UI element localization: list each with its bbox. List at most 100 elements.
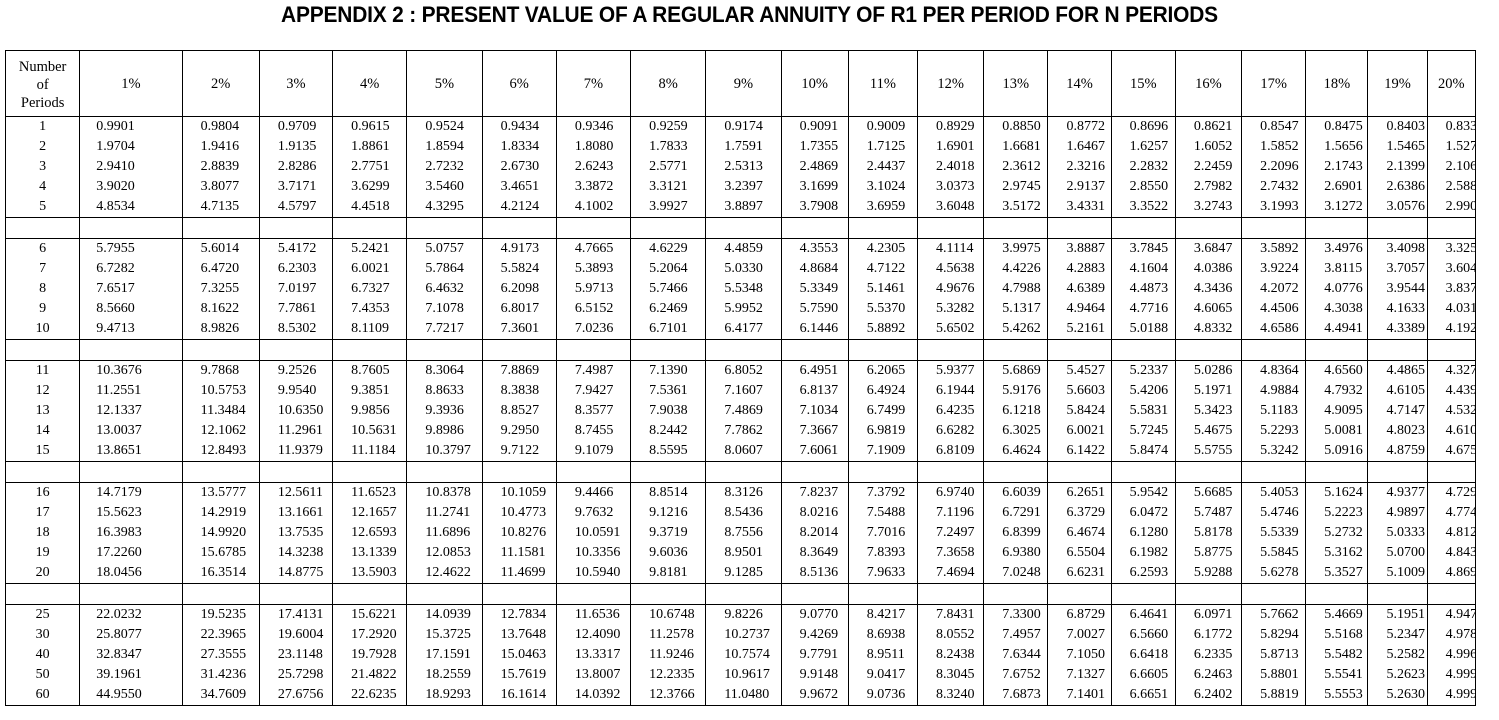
period-cell: 12 <box>4 381 81 401</box>
value-cell: 5.0700 <box>1367 543 1428 563</box>
value-cell: 8.2014 <box>780 523 849 543</box>
value-cell: 9.7868 <box>181 360 260 381</box>
value-cell: 2.1743 <box>1305 157 1369 177</box>
value-cell: 5.1461 <box>847 279 919 299</box>
rate-column-header: 7% <box>555 50 632 117</box>
spacer-cell <box>1367 461 1428 483</box>
value-cell: 11.1581 <box>481 543 557 563</box>
value-cell: 1.8861 <box>332 137 408 157</box>
value-cell: 1.5465 <box>1367 137 1428 157</box>
value-cell: 8.0216 <box>780 503 849 523</box>
spacer-cell <box>332 461 408 483</box>
value-cell: 5.9176 <box>983 381 1049 401</box>
spacer-cell <box>1426 217 1477 239</box>
rate-column-header: 20% <box>1426 50 1477 117</box>
spacer-cell <box>1174 217 1243 239</box>
period-cell: 9 <box>4 299 81 319</box>
value-cell: 3.9927 <box>630 197 707 218</box>
spacer-cell <box>917 217 985 239</box>
value-cell: 1.9135 <box>258 137 334 157</box>
value-cell: 2.3612 <box>983 157 1049 177</box>
value-cell: 1.7355 <box>780 137 849 157</box>
table-row: 30 25.8077 22.3965 19.6004 17.2920 15.3725 13.… <box>4 625 1477 645</box>
spacer-cell <box>780 339 849 361</box>
period-cell: 60 <box>4 685 81 706</box>
value-cell: 13.1661 <box>258 503 334 523</box>
spacer-cell <box>4 583 81 605</box>
spacer-cell <box>258 461 334 483</box>
value-cell: 4.2883 <box>1047 259 1112 279</box>
spacer-cell <box>258 583 334 605</box>
spacer-cell <box>1305 583 1369 605</box>
table-row: 12 11.2551 10.5753 9.9540 9.3851 8.8633 8.3838… <box>4 381 1477 401</box>
value-cell: 4.4873 <box>1110 279 1176 299</box>
value-cell: 3.8887 <box>1047 238 1112 259</box>
period-cell: 20 <box>4 563 81 584</box>
value-cell: 11.6896 <box>406 523 483 543</box>
value-cell: 39.1961 <box>79 665 183 685</box>
value-cell: 13.5903 <box>332 563 408 584</box>
period-cell: 18 <box>4 523 81 543</box>
value-cell: 6.5504 <box>1047 543 1112 563</box>
value-cell: 5.0081 <box>1305 421 1369 441</box>
value-cell: 9.4269 <box>780 625 849 645</box>
value-cell: 5.5370 <box>847 299 919 319</box>
value-cell: 5.0286 <box>1174 360 1243 381</box>
value-cell: 5.2582 <box>1367 645 1428 665</box>
value-cell: 4.8435 <box>1426 543 1477 563</box>
value-cell: 4.1633 <box>1367 299 1428 319</box>
value-cell: 5.4172 <box>258 238 334 259</box>
table-row: 15 13.8651 12.8493 11.9379 11.1184 10.3797 9.7… <box>4 441 1477 462</box>
value-cell: 12.5611 <box>258 482 334 503</box>
value-cell: 9.7122 <box>481 441 557 462</box>
value-cell: 11.2961 <box>258 421 334 441</box>
value-cell: 2.9137 <box>1047 177 1112 197</box>
spacer-cell <box>1367 217 1428 239</box>
value-cell: 6.3025 <box>983 421 1049 441</box>
spacer-cell <box>332 583 408 605</box>
spacer-cell <box>4 461 81 483</box>
value-cell: 6.7499 <box>847 401 919 421</box>
value-cell: 4.7135 <box>181 197 260 218</box>
value-cell: 5.6685 <box>1174 482 1243 503</box>
value-cell: 7.1034 <box>780 401 849 421</box>
value-cell: 7.9427 <box>555 381 632 401</box>
value-cell: 0.9346 <box>555 116 632 137</box>
value-cell: 2.5313 <box>705 157 782 177</box>
value-cell: 5.3893 <box>555 259 632 279</box>
value-cell: 6.4641 <box>1110 604 1176 625</box>
spacer-cell <box>1241 339 1307 361</box>
value-cell: 6.4924 <box>847 381 919 401</box>
value-cell: 6.6651 <box>1110 685 1176 706</box>
spacer-cell <box>406 217 483 239</box>
value-cell: 5.7662 <box>1241 604 1307 625</box>
value-cell: 6.8729 <box>1047 604 1112 625</box>
value-cell: 3.7171 <box>258 177 334 197</box>
value-cell: 3.7908 <box>780 197 849 218</box>
value-cell: 3.0373 <box>917 177 985 197</box>
value-cell: 17.4131 <box>258 604 334 625</box>
value-cell: 17.1591 <box>406 645 483 665</box>
spacer-cell <box>181 339 260 361</box>
value-cell: 5.4206 <box>1110 381 1176 401</box>
value-cell: 13.7535 <box>258 523 334 543</box>
value-cell: 4.7716 <box>1110 299 1176 319</box>
table-row: 17 15.5623 14.2919 13.1661 12.1657 11.2741 10.… <box>4 503 1477 523</box>
value-cell: 11.2551 <box>79 381 183 401</box>
value-cell: 11.2741 <box>406 503 483 523</box>
value-cell: 8.3045 <box>917 665 985 685</box>
value-cell: 8.8527 <box>481 401 557 421</box>
value-cell: 1.6901 <box>917 137 985 157</box>
value-cell: 0.9091 <box>780 116 849 137</box>
spacer-cell <box>983 339 1049 361</box>
value-cell: 22.6235 <box>332 685 408 706</box>
value-cell: 7.4353 <box>332 299 408 319</box>
table-row: 8 7.6517 7.3255 7.0197 6.7327 6.4632 6.2098 5.9… <box>4 279 1477 299</box>
period-cell: 8 <box>4 279 81 299</box>
group-spacer-row <box>4 583 1477 605</box>
table-row: 25 22.0232 19.5235 17.4131 15.6221 14.0939 12.… <box>4 604 1477 625</box>
value-cell: 6.9819 <box>847 421 919 441</box>
spacer-cell <box>630 217 707 239</box>
value-cell: 7.7861 <box>258 299 334 319</box>
spacer-cell <box>1241 217 1307 239</box>
